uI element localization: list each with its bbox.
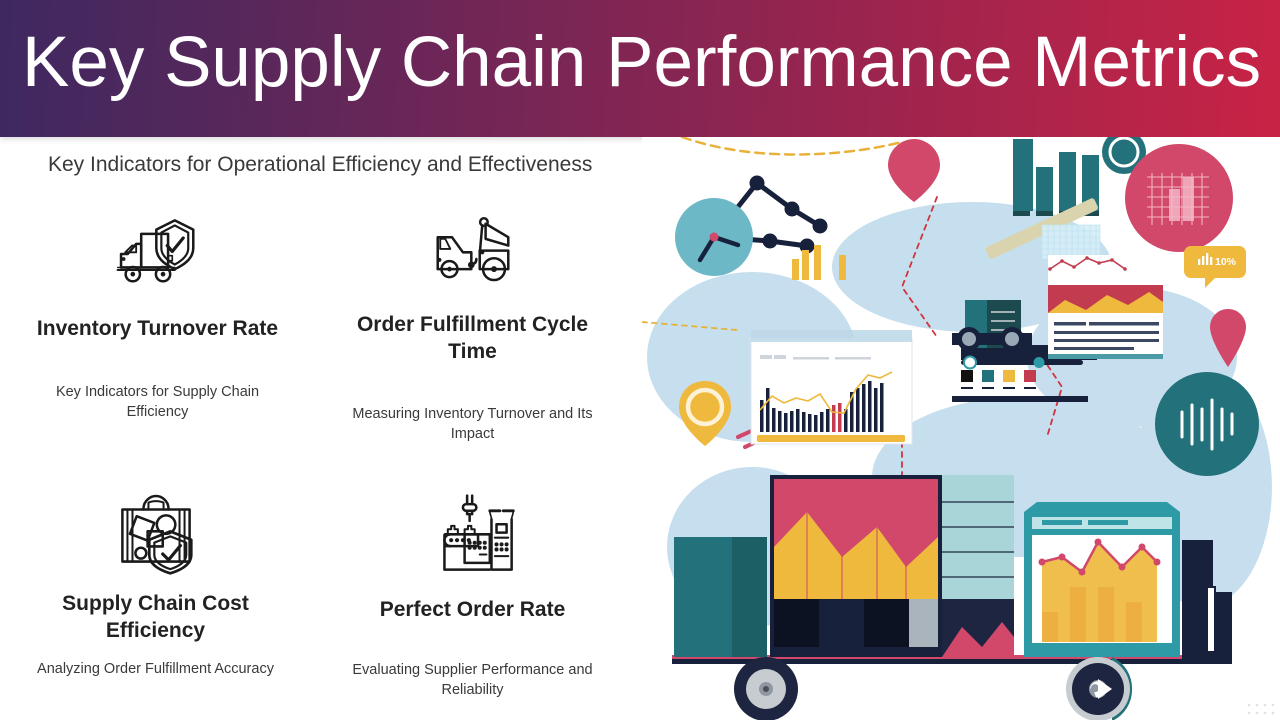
svg-text:10%: 10% xyxy=(1215,256,1237,268)
